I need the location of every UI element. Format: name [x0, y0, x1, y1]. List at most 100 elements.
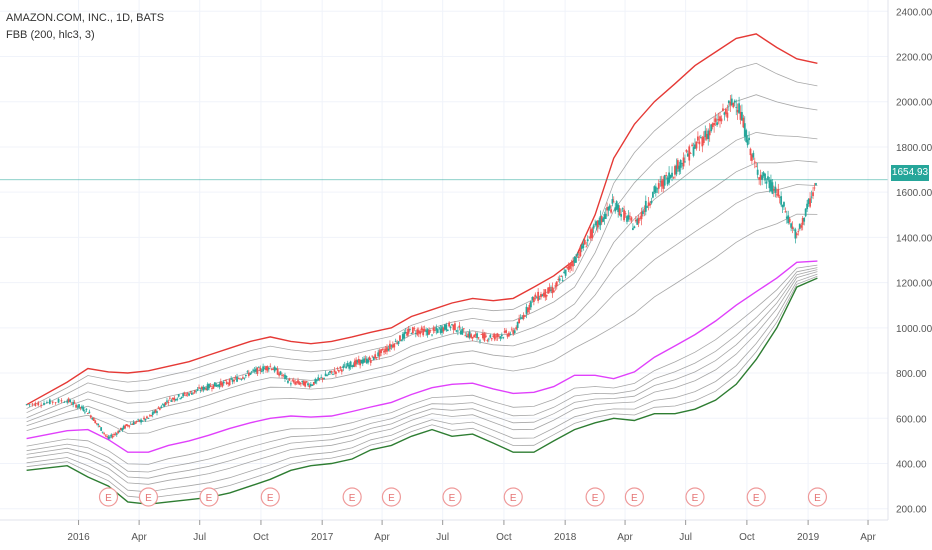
candle-body	[428, 330, 430, 335]
candle-body	[528, 304, 531, 310]
earnings-marker[interactable]: E	[503, 487, 523, 507]
earnings-marker[interactable]: E	[807, 487, 828, 507]
x-tick-label: 2016	[67, 532, 90, 543]
candle-body	[161, 404, 164, 406]
candle-body	[679, 160, 682, 168]
candle-body	[273, 366, 276, 372]
earnings-marker[interactable]: E	[260, 487, 280, 507]
candle-body	[611, 199, 614, 204]
candle-body	[107, 436, 110, 439]
earnings-marker[interactable]: E	[685, 487, 705, 507]
earnings-marker-label: E	[753, 493, 760, 504]
candle-body	[577, 256, 580, 258]
earnings-marker[interactable]: E	[624, 487, 644, 507]
candle-body	[124, 425, 126, 429]
candle-body	[143, 417, 145, 420]
candle-body	[180, 396, 183, 399]
candle-body	[88, 411, 91, 414]
candle-body	[186, 393, 189, 395]
candle-body	[305, 381, 308, 383]
chart-legend: AMAZON.COM, INC., 1D, BATS FBB (200, hlc…	[6, 10, 164, 44]
candle-body	[765, 181, 768, 184]
x-tick-label: Oct	[739, 532, 755, 543]
earnings-marker[interactable]: E	[98, 487, 119, 507]
candle-body	[203, 387, 206, 389]
candle-body	[267, 368, 270, 370]
candle-body	[246, 371, 249, 373]
candle-body	[276, 368, 279, 375]
candle-body	[532, 297, 535, 303]
candle-body	[423, 329, 426, 332]
earnings-marker[interactable]: E	[381, 487, 402, 507]
candle-body	[500, 334, 503, 337]
candle-body	[573, 256, 576, 263]
candle-body	[214, 382, 216, 387]
earnings-marker-circle	[342, 487, 362, 507]
candle-body	[522, 314, 525, 319]
candle-body	[224, 380, 227, 381]
earnings-marker[interactable]: E	[442, 487, 462, 507]
candle-body	[243, 377, 246, 379]
candle-body	[438, 327, 441, 329]
candle-body	[699, 136, 702, 138]
candle-body	[657, 183, 660, 189]
candle-body	[502, 337, 505, 339]
candle-body	[813, 187, 816, 189]
candle-body	[614, 207, 617, 212]
earnings-marker[interactable]: E	[746, 487, 766, 507]
earnings-marker[interactable]: E	[199, 487, 219, 507]
candle-body	[669, 175, 672, 178]
candle-body	[787, 215, 790, 224]
candle-body	[499, 336, 502, 339]
symbol-title[interactable]: AMAZON.COM, INC., 1D, BATS	[6, 12, 165, 24]
candle-body	[774, 186, 777, 193]
earnings-marker[interactable]: E	[138, 487, 159, 507]
candle-body	[589, 229, 592, 239]
candle-body	[51, 401, 54, 403]
candle-body	[94, 420, 97, 424]
candle-body	[708, 130, 711, 136]
candle-body	[579, 246, 582, 257]
candle-body	[629, 215, 631, 217]
candle-body	[205, 388, 208, 391]
candle-body	[770, 179, 772, 191]
candle-body	[239, 378, 241, 380]
candle-body	[746, 139, 749, 146]
lower-fib-band	[26, 264, 818, 465]
candle-body	[417, 330, 420, 334]
candle-body	[253, 369, 256, 372]
candle-body	[594, 223, 597, 225]
candle-body	[730, 98, 733, 105]
candle-body	[163, 404, 166, 407]
candle-body	[555, 281, 558, 287]
candle-body	[308, 385, 311, 387]
candle-body	[771, 182, 774, 194]
basis-line	[26, 260, 818, 453]
candle-body	[314, 379, 317, 384]
candle-body	[516, 321, 519, 328]
candle-body	[57, 399, 60, 403]
earnings-marker-label: E	[206, 493, 213, 504]
candle-body	[356, 360, 359, 363]
candle-body	[125, 424, 128, 426]
candle-body	[413, 328, 416, 330]
earnings-marker[interactable]: E	[342, 487, 362, 507]
earnings-marker-circle	[442, 487, 462, 507]
candle-body	[498, 335, 500, 337]
candle-body	[612, 201, 615, 203]
candle-body	[400, 340, 403, 342]
candle-body	[147, 417, 150, 419]
candle-body	[552, 290, 555, 293]
candle-body	[419, 331, 422, 335]
candle-body	[595, 221, 598, 226]
candle-body	[429, 329, 432, 331]
candle-body	[389, 343, 391, 350]
candle-body	[585, 246, 588, 248]
candle-body	[361, 359, 364, 364]
indicator-title[interactable]: FBB (200, hlc3, 3)	[6, 29, 95, 41]
y-tick-label: 1800.00	[896, 143, 932, 154]
candle-body	[275, 368, 278, 370]
candle-body	[380, 349, 382, 353]
earnings-marker[interactable]: E	[585, 487, 605, 507]
